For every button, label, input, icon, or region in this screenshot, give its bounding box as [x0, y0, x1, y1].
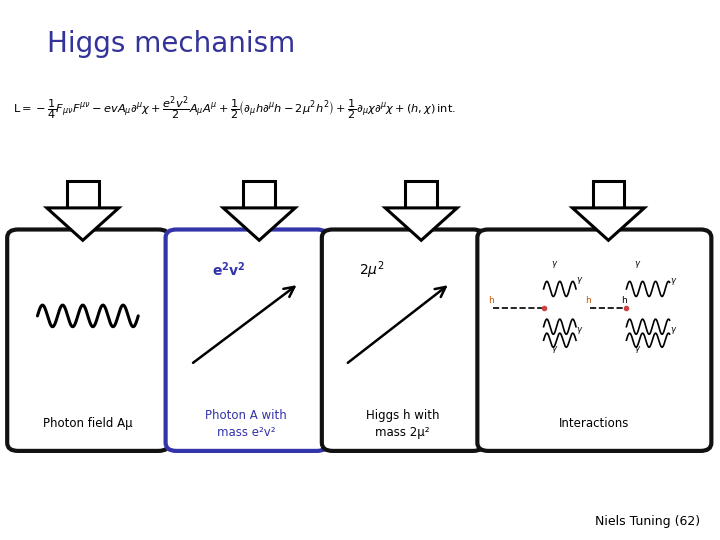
Polygon shape	[223, 208, 295, 240]
Text: $\gamma$: $\gamma$	[576, 275, 583, 286]
Polygon shape	[572, 208, 644, 240]
Bar	[67, 181, 99, 208]
FancyBboxPatch shape	[7, 230, 169, 451]
Text: $\mathbf{e^2v^2}$: $\mathbf{e^2v^2}$	[212, 261, 246, 279]
Text: $\gamma$: $\gamma$	[551, 259, 558, 270]
FancyBboxPatch shape	[322, 230, 484, 451]
Text: h: h	[585, 296, 591, 305]
Text: $\mathrm{L} = -\dfrac{1}{4}F_{\mu\nu}F^{\mu\nu} - evA_\mu\partial^\mu\chi + \dfr: $\mathrm{L} = -\dfrac{1}{4}F_{\mu\nu}F^{…	[13, 94, 456, 123]
Bar	[243, 181, 275, 208]
Bar	[593, 181, 624, 208]
Text: Photon field Aμ: Photon field Aμ	[43, 417, 132, 430]
Polygon shape	[385, 208, 457, 240]
Text: $\gamma$: $\gamma$	[670, 325, 677, 336]
Text: Higgs h with
mass 2μ²: Higgs h with mass 2μ²	[366, 409, 439, 439]
Polygon shape	[47, 208, 119, 240]
Text: $\gamma$: $\gamma$	[670, 276, 677, 287]
Bar	[405, 181, 437, 208]
Text: $\gamma$: $\gamma$	[634, 345, 641, 355]
Text: Niels Tuning (62): Niels Tuning (62)	[595, 515, 700, 528]
Text: Higgs mechanism: Higgs mechanism	[47, 30, 295, 58]
Text: Interactions: Interactions	[559, 417, 629, 430]
Text: $2\mu^2$: $2\mu^2$	[359, 259, 384, 281]
Text: h: h	[488, 296, 494, 305]
Text: $\gamma$: $\gamma$	[576, 325, 583, 336]
Text: h: h	[621, 296, 626, 305]
Text: $\gamma$: $\gamma$	[634, 259, 641, 270]
Text: Photon A with
mass e²v²: Photon A with mass e²v²	[205, 409, 287, 439]
FancyBboxPatch shape	[477, 230, 711, 451]
FancyBboxPatch shape	[166, 230, 328, 451]
Text: $\gamma$: $\gamma$	[551, 345, 558, 355]
